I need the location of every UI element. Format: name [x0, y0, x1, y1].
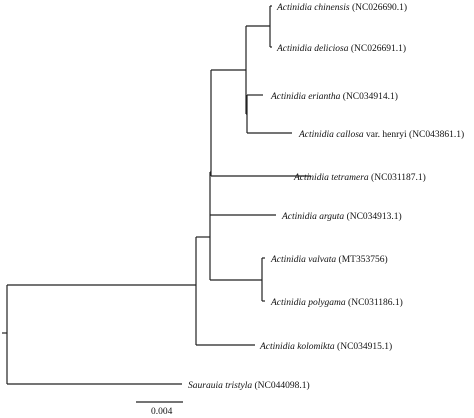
leaf-label-callosa: Actinidia callosa var. henryi (NC043861.… [298, 129, 464, 140]
leaf-label-valvata: Actinidia valvata (MT353756) [270, 254, 388, 265]
scale-bar-label: 0.004 [151, 407, 173, 417]
leaf-label-tetramera: Actinidia tetramera (NC031187.1) [293, 172, 426, 183]
leaf-label-chinensis: Actinidia chinensis (NC026690.1) [276, 2, 407, 13]
leaf-label-deliciosa: Actinidia deliciosa (NC026691.1) [276, 43, 406, 54]
leaf-label-arguta: Actinidia arguta (NC034913.1) [281, 211, 402, 222]
leaf-label-kolomikta: Actinidia kolomikta (NC034915.1) [259, 341, 392, 352]
leaf-label-eriantha: Actinidia eriantha (NC034914.1) [270, 91, 398, 102]
leaf-label-saurauia: Saurauia tristyla (NC044098.1) [188, 380, 310, 391]
leaf-label-polygama: Actinidia polygama (NC031186.1) [270, 297, 403, 308]
